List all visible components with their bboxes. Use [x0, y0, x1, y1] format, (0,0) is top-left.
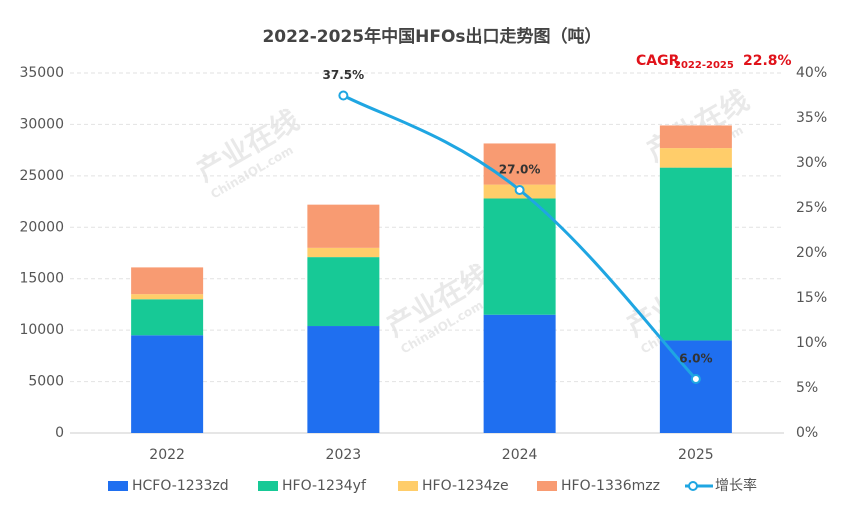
- y-tick-label: 5000: [28, 374, 64, 390]
- y2-tick-label: 30%: [796, 155, 827, 171]
- x-tick-label: 2022: [149, 447, 185, 463]
- y-tick-label: 0: [55, 425, 64, 441]
- legend-label: HFO-1234yf: [282, 478, 367, 494]
- y2-tick-label: 40%: [796, 65, 827, 81]
- y-tick-label: 30000: [19, 116, 64, 132]
- data-label: 27.0%: [499, 163, 541, 177]
- y-tick-label: 10000: [19, 322, 64, 338]
- legend-swatch: [258, 481, 278, 491]
- legend-swatch: [108, 481, 128, 491]
- y-tick-label: 25000: [19, 168, 64, 184]
- data-label: 37.5%: [323, 68, 365, 82]
- cagr-period: 2022-2025: [674, 60, 734, 71]
- bar-segment: [307, 247, 380, 258]
- bar-segment: [659, 340, 732, 433]
- y-tick-label: 15000: [19, 271, 64, 287]
- chart-title: 2022-2025年中国HFOs出口走势图（吨）: [262, 26, 601, 47]
- legend-label: HFO-1336mzz: [561, 478, 660, 494]
- bar-segment: [307, 204, 380, 248]
- y2-tick-label: 25%: [796, 200, 827, 216]
- bar-segment: [483, 314, 556, 433]
- y2-tick-label: 5%: [796, 380, 818, 396]
- bar-segment: [483, 198, 556, 315]
- x-tick-label: 2023: [326, 447, 362, 463]
- data-label: 6.0%: [679, 352, 712, 366]
- bar-segment: [131, 267, 204, 295]
- y-tick-label: 35000: [19, 65, 64, 81]
- bar-segment: [659, 167, 732, 341]
- y2-tick-label: 20%: [796, 245, 827, 261]
- legend-swatch: [398, 481, 418, 491]
- line-marker: [514, 185, 525, 195]
- line-marker: [690, 374, 701, 384]
- bar-segment: [659, 148, 732, 168]
- bar-segment: [659, 125, 732, 149]
- y2-tick-label: 0%: [796, 425, 818, 441]
- bar-segment: [131, 299, 204, 336]
- y2-tick-label: 15%: [796, 290, 827, 306]
- bar-segment: [483, 143, 556, 185]
- x-tick-label: 2025: [678, 447, 714, 463]
- bar-segment: [131, 335, 204, 433]
- cagr-value: 22.8%: [743, 53, 792, 69]
- y2-tick-label: 35%: [796, 110, 827, 126]
- legend-marker: [688, 481, 698, 491]
- y-tick-label: 20000: [19, 219, 64, 235]
- bar-segment: [307, 257, 380, 327]
- bar-segment: [131, 294, 204, 300]
- y2-tick-label: 10%: [796, 335, 827, 351]
- legend-swatch: [537, 481, 557, 491]
- legend-label: HFO-1234ze: [422, 478, 509, 494]
- legend-label: 增长率: [715, 477, 757, 494]
- line-marker: [338, 90, 349, 101]
- cagr-label: CAGR: [636, 53, 680, 69]
- x-tick-label: 2024: [502, 447, 538, 463]
- legend-label: HCFO-1233zd: [132, 478, 229, 494]
- bar-segment: [307, 326, 380, 433]
